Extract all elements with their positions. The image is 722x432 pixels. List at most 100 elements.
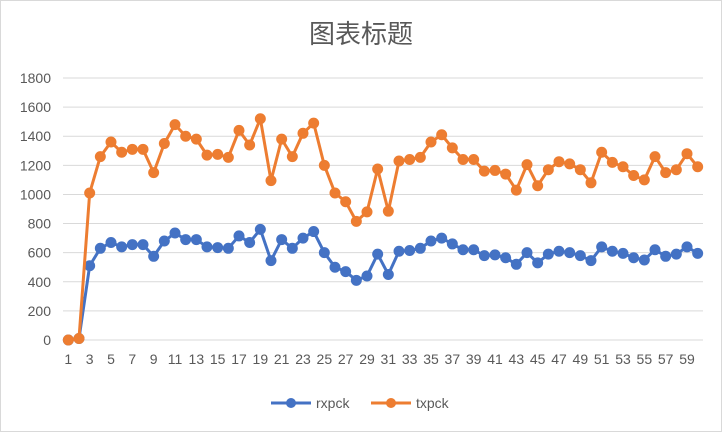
- data-point-txpck: [361, 206, 373, 218]
- data-point-rxpck: [617, 247, 629, 259]
- data-point-rxpck: [681, 241, 693, 253]
- data-point-txpck: [340, 196, 352, 208]
- chart-title: 图表标题: [309, 19, 413, 49]
- data-point-rxpck: [244, 236, 256, 248]
- data-point-rxpck: [116, 241, 128, 253]
- data-point-rxpck: [286, 242, 298, 254]
- data-point-rxpck: [84, 260, 96, 272]
- data-point-txpck: [649, 151, 661, 163]
- data-point-txpck: [692, 161, 704, 173]
- data-point-rxpck: [382, 269, 394, 280]
- data-point-rxpck: [94, 242, 106, 254]
- data-point-txpck: [436, 129, 448, 141]
- series-layer: [62, 113, 704, 346]
- x-tick-label: 47: [551, 351, 567, 367]
- data-point-rxpck: [137, 239, 149, 251]
- y-tick-label: 600: [28, 245, 52, 261]
- data-point-rxpck: [585, 255, 597, 267]
- data-point-txpck: [94, 151, 106, 163]
- data-point-rxpck: [329, 261, 341, 273]
- x-axis-ticks: 1 3 5 7 9 11 13 15 17 19 21 23 25 27 29 31 33 35 37 39 41 43 4…: [64, 351, 695, 367]
- data-point-rxpck: [318, 247, 330, 259]
- data-point-rxpck: [436, 232, 448, 244]
- data-point-txpck: [457, 154, 469, 166]
- data-point-rxpck: [372, 248, 384, 260]
- data-point-txpck: [553, 156, 565, 168]
- data-point-txpck: [222, 151, 234, 163]
- data-point-txpck: [372, 163, 384, 175]
- x-tick-label: 13: [189, 351, 205, 367]
- data-point-rxpck: [180, 234, 192, 246]
- data-point-rxpck: [414, 242, 426, 254]
- data-point-txpck: [254, 113, 266, 125]
- data-point-txpck: [638, 174, 650, 186]
- data-point-txpck: [489, 164, 501, 176]
- x-tick-label: 1: [64, 351, 72, 367]
- data-point-txpck: [585, 177, 597, 189]
- data-point-rxpck: [660, 250, 672, 262]
- data-point-txpck: [574, 164, 586, 176]
- data-point-txpck: [468, 154, 480, 166]
- data-point-txpck: [478, 165, 490, 177]
- data-point-txpck: [660, 167, 672, 179]
- y-tick-label: 200: [28, 303, 52, 319]
- data-point-txpck: [446, 142, 458, 154]
- data-point-rxpck: [628, 252, 640, 264]
- data-point-rxpck: [596, 241, 608, 253]
- data-point-rxpck: [148, 250, 160, 262]
- data-point-txpck: [126, 143, 138, 155]
- x-tick-label: 7: [128, 351, 136, 367]
- x-tick-label: 15: [210, 351, 226, 367]
- x-tick-label: 43: [509, 351, 525, 367]
- data-point-rxpck: [265, 255, 277, 267]
- data-point-rxpck: [190, 234, 202, 246]
- data-point-txpck: [596, 146, 608, 158]
- grid-layer: [63, 77, 703, 341]
- x-tick-label: 59: [679, 351, 695, 367]
- data-point-txpck: [180, 130, 192, 142]
- data-point-txpck: [201, 149, 213, 161]
- data-point-rxpck: [564, 247, 576, 259]
- x-tick-label: 39: [466, 351, 482, 367]
- legend-marker-rxpck: [286, 398, 296, 408]
- data-point-txpck: [84, 187, 96, 199]
- x-tick-label: 19: [253, 351, 269, 367]
- legend: rxpck txpck: [271, 395, 450, 411]
- data-point-txpck: [190, 133, 202, 145]
- data-point-txpck: [308, 117, 320, 129]
- data-point-txpck: [318, 159, 330, 171]
- data-point-txpck: [532, 180, 544, 192]
- x-tick-label: 33: [402, 351, 418, 367]
- data-point-rxpck: [105, 236, 117, 248]
- data-point-txpck: [542, 164, 554, 176]
- data-point-txpck: [148, 167, 160, 179]
- data-point-txpck: [169, 119, 181, 131]
- data-point-rxpck: [542, 248, 554, 260]
- data-point-rxpck: [478, 250, 490, 262]
- data-point-rxpck: [222, 242, 234, 254]
- y-tick-label: 400: [28, 274, 52, 290]
- data-point-txpck: [414, 151, 426, 163]
- data-point-rxpck: [201, 241, 213, 253]
- data-point-txpck: [233, 124, 245, 136]
- data-point-txpck: [137, 143, 149, 155]
- x-tick-label: 9: [150, 351, 158, 367]
- data-point-txpck: [286, 151, 298, 163]
- data-point-txpck: [393, 155, 405, 167]
- legend-label-txpck: txpck: [416, 395, 450, 411]
- data-point-rxpck: [308, 226, 320, 238]
- legend-label-rxpck: rxpck: [316, 395, 350, 411]
- data-point-rxpck: [446, 238, 458, 250]
- legend-item-txpck: txpck: [371, 395, 450, 411]
- data-point-txpck: [521, 159, 533, 171]
- x-tick-label: 25: [317, 351, 333, 367]
- x-tick-label: 3: [86, 351, 94, 367]
- series-rxpck: [62, 223, 704, 346]
- y-tick-label: 1400: [20, 128, 51, 144]
- data-point-rxpck: [425, 235, 437, 247]
- data-point-rxpck: [649, 244, 661, 256]
- data-point-rxpck: [361, 270, 373, 282]
- data-point-txpck: [628, 170, 640, 182]
- data-point-txpck: [62, 334, 74, 346]
